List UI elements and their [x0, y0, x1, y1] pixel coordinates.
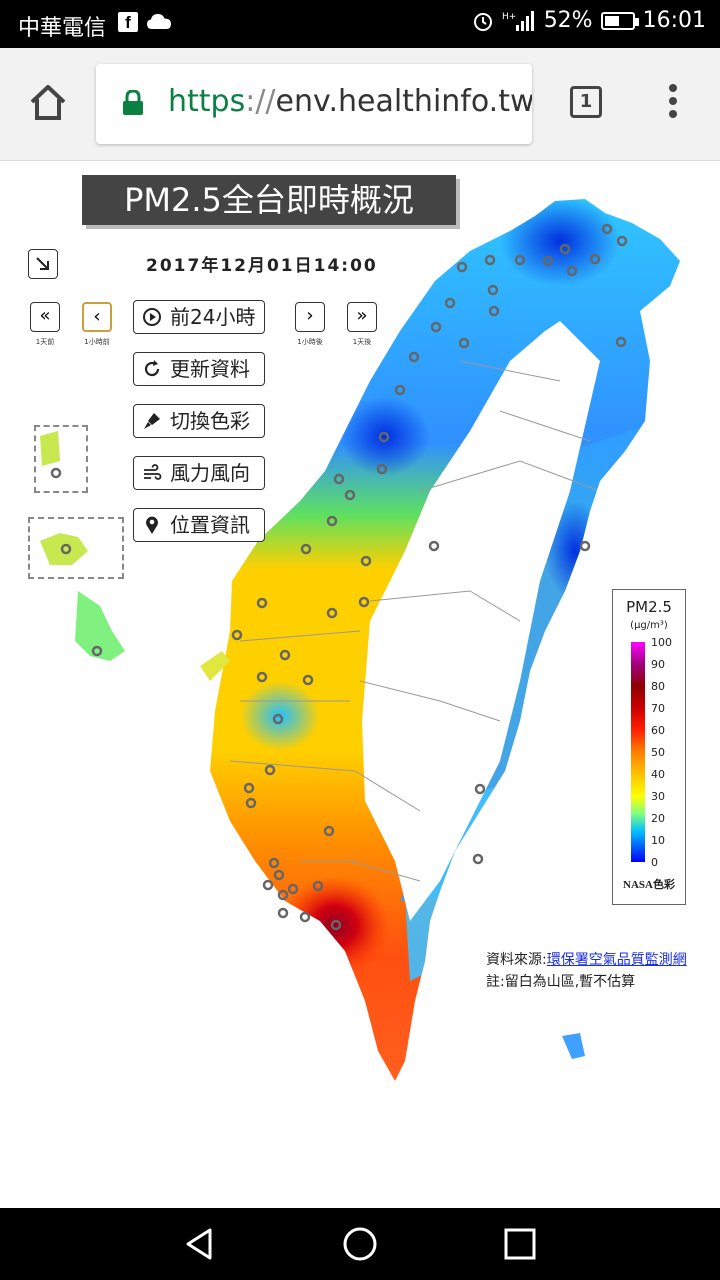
home-icon[interactable] [26, 80, 70, 124]
arrow-down-right-icon [36, 257, 49, 270]
pm25-legend: PM2.5 (µg/m³) 100 90 80 70 60 50 40 30 2… [612, 589, 686, 905]
legend-tick-60: 60 [651, 724, 665, 737]
battery-icon [600, 11, 639, 30]
switch-color-label: 切換色彩 [170, 409, 250, 433]
double-chevron-right-icon: » [356, 305, 368, 326]
forward-1-day-caption: 1天後 [352, 338, 372, 346]
refresh-data-button[interactable]: 更新資料 [133, 352, 265, 386]
legend-title: PM2.5 [626, 598, 672, 616]
map-pin-icon [146, 516, 158, 534]
svg-text:H+: H+ [502, 12, 516, 22]
refresh-data-label: 更新資料 [170, 357, 250, 381]
legend-unit: (µg/m³) [630, 620, 668, 631]
legend-tick-100: 100 [651, 636, 672, 649]
mountain-note: 註:留白為山區,暫不估算 [486, 974, 636, 990]
page-title: PM2.5全台即時概況 [82, 175, 456, 225]
wind-button[interactable]: 風力風向 [133, 456, 265, 490]
legend-tick-0: 0 [651, 856, 658, 869]
past-24-hours-button[interactable]: 前24小時 [133, 300, 265, 334]
tab-switcher-button[interactable]: 1 [570, 86, 602, 118]
status-right: H+ 52% 16:01 [472, 8, 706, 33]
back-icon[interactable] [182, 1226, 218, 1262]
chevron-left-icon: ‹ [93, 306, 101, 327]
inset-matsu[interactable] [34, 425, 88, 493]
legend-tick-70: 70 [651, 702, 665, 715]
url-text[interactable]: https://env.healthinfo.tw/ [168, 84, 532, 119]
double-chevron-left-icon: « [39, 305, 51, 326]
legend-tick-10: 10 [651, 834, 665, 847]
legend-tick-50: 50 [651, 746, 665, 759]
source-link[interactable]: 環保署空氣品質監測網 [546, 952, 687, 968]
back-1-hour-caption: 1小時前 [84, 338, 110, 346]
past-24-hours-label: 前24小時 [170, 305, 256, 329]
url-separator: :// [245, 84, 276, 119]
legend-color-bar [631, 642, 645, 862]
url-host: env.healthinfo.tw/ [275, 84, 532, 119]
page-content: PM2.5全台即時概況 2017年12月01日14:00 « 1天前 ‹ 1小時… [0, 161, 720, 1208]
legend-tick-80: 80 [651, 680, 665, 693]
data-source: 資料來源:環保署空氣品質監測網 [486, 949, 687, 969]
lock-icon [123, 90, 143, 115]
carrier-name: 中華電信 [18, 16, 107, 41]
back-1-hour-button[interactable]: ‹ [82, 302, 112, 332]
forward-1-day-button[interactable]: » [347, 302, 377, 332]
wind-icon [144, 464, 162, 480]
legend-tick-40: 40 [651, 768, 665, 781]
legend-tick-20: 20 [651, 812, 665, 825]
system-nav-bar [0, 1208, 720, 1280]
play-circle-icon [143, 308, 161, 326]
forward-1-hour-caption: 1小時後 [297, 338, 323, 346]
location-button[interactable]: 位置資訊 [133, 508, 265, 542]
monitoring-stations [50, 223, 628, 931]
legend-tick-90: 90 [651, 658, 665, 671]
back-1-day-caption: 1天前 [35, 338, 55, 346]
chevron-right-icon: › [306, 305, 314, 326]
home-circle-icon[interactable] [342, 1226, 378, 1262]
back-1-day-button[interactable]: « [30, 302, 60, 332]
switch-color-button[interactable]: 切換色彩 [133, 404, 265, 438]
data-timestamp: 2017年12月01日14:00 [146, 256, 378, 276]
battery-fill [604, 15, 619, 26]
notification-icons: f [118, 12, 172, 32]
refresh-icon [144, 360, 160, 377]
legend-tick-30: 30 [651, 790, 665, 803]
address-bar[interactable]: https://env.healthinfo.tw/ [96, 64, 532, 144]
legend-source: NASA色彩 [623, 879, 675, 891]
forward-1-hour-button[interactable]: › [295, 302, 325, 332]
battery-percent: 52% [543, 8, 593, 33]
facebook-icon: f [118, 12, 138, 32]
signal-icon: H+ [502, 10, 534, 31]
cloud-icon [147, 14, 171, 29]
location-label: 位置資訊 [170, 513, 250, 537]
url-scheme: https [168, 84, 246, 119]
clock: 16:01 [642, 8, 706, 33]
alarm-icon [473, 12, 492, 31]
brush-icon [144, 413, 160, 429]
recents-icon[interactable] [502, 1226, 538, 1262]
expand-button[interactable] [28, 249, 58, 279]
status-bar: 中華電信 f H+ 52% 16:01 [0, 0, 720, 48]
wind-label: 風力風向 [170, 461, 250, 485]
overflow-menu-icon[interactable] [666, 84, 680, 124]
source-label: 資料來源: [486, 952, 547, 968]
browser-toolbar: https://env.healthinfo.tw/ 1 [0, 48, 720, 161]
inset-kinmen[interactable] [28, 517, 124, 579]
